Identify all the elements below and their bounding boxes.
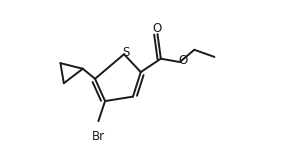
Text: S: S xyxy=(123,46,130,59)
Text: Br: Br xyxy=(92,130,105,143)
Text: O: O xyxy=(178,54,188,67)
Text: O: O xyxy=(153,22,162,35)
